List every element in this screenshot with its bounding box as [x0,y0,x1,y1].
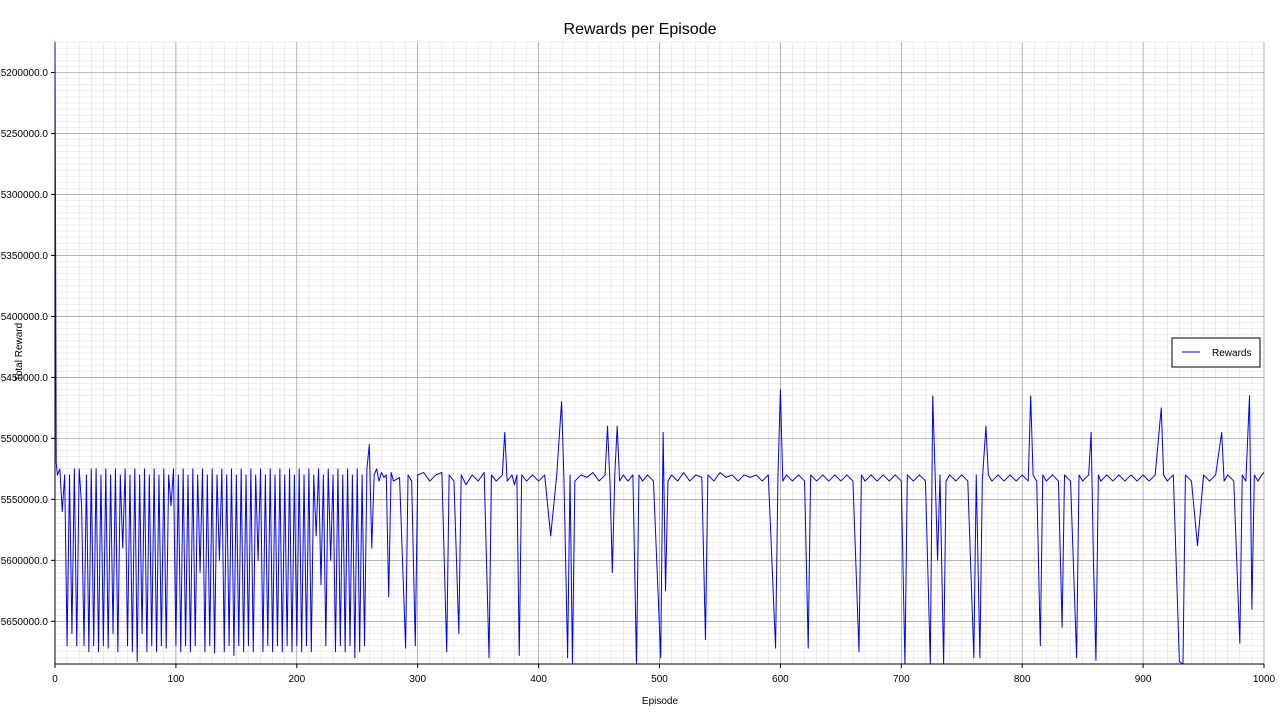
x-tick-label: 700 [893,674,910,685]
x-tick-label: 900 [1135,674,1152,685]
y-tick-label: -5200000.0 [0,68,48,79]
x-axis-label: Episode [642,696,679,707]
x-tick-label: 1000 [1253,674,1276,685]
y-tick-label: -5400000.0 [0,312,48,323]
x-tick-label: 100 [168,674,185,685]
y-tick-label: -5500000.0 [0,434,48,445]
series-line-rewards [54,41,1265,665]
x-tick-label: 600 [772,674,789,685]
legend-label-rewards: Rewards [1212,348,1251,359]
x-tick-label: 800 [1014,674,1031,685]
x-tick-label: 300 [409,674,426,685]
y-tick-label: -5450000.0 [0,373,48,384]
y-tick-label: -5650000.0 [0,617,48,628]
x-tick-label: 400 [530,674,547,685]
y-tick-label: -5600000.0 [0,556,48,567]
y-tick-label: -5300000.0 [0,190,48,201]
series-layer [54,41,1265,665]
y-tick-label: -5550000.0 [0,495,48,506]
x-tick-label: 500 [651,674,668,685]
x-tick-label: 200 [288,674,305,685]
y-tick-label: -5350000.0 [0,251,48,262]
y-tick-label: -5250000.0 [0,129,48,140]
x-axis-ticks: 0 100 200 300 400 500 600 700 800 900 1000 [52,664,1276,685]
x-tick-label: 0 [52,674,58,685]
legend: Rewards [1171,337,1261,368]
y-axis-label: Total Reward [14,323,25,381]
chart-title: Rewards per Episode [564,21,717,38]
y-axis-ticks: -5200000.0 -5250000.0 -5300000.0 -5350000.0… [0,68,55,628]
